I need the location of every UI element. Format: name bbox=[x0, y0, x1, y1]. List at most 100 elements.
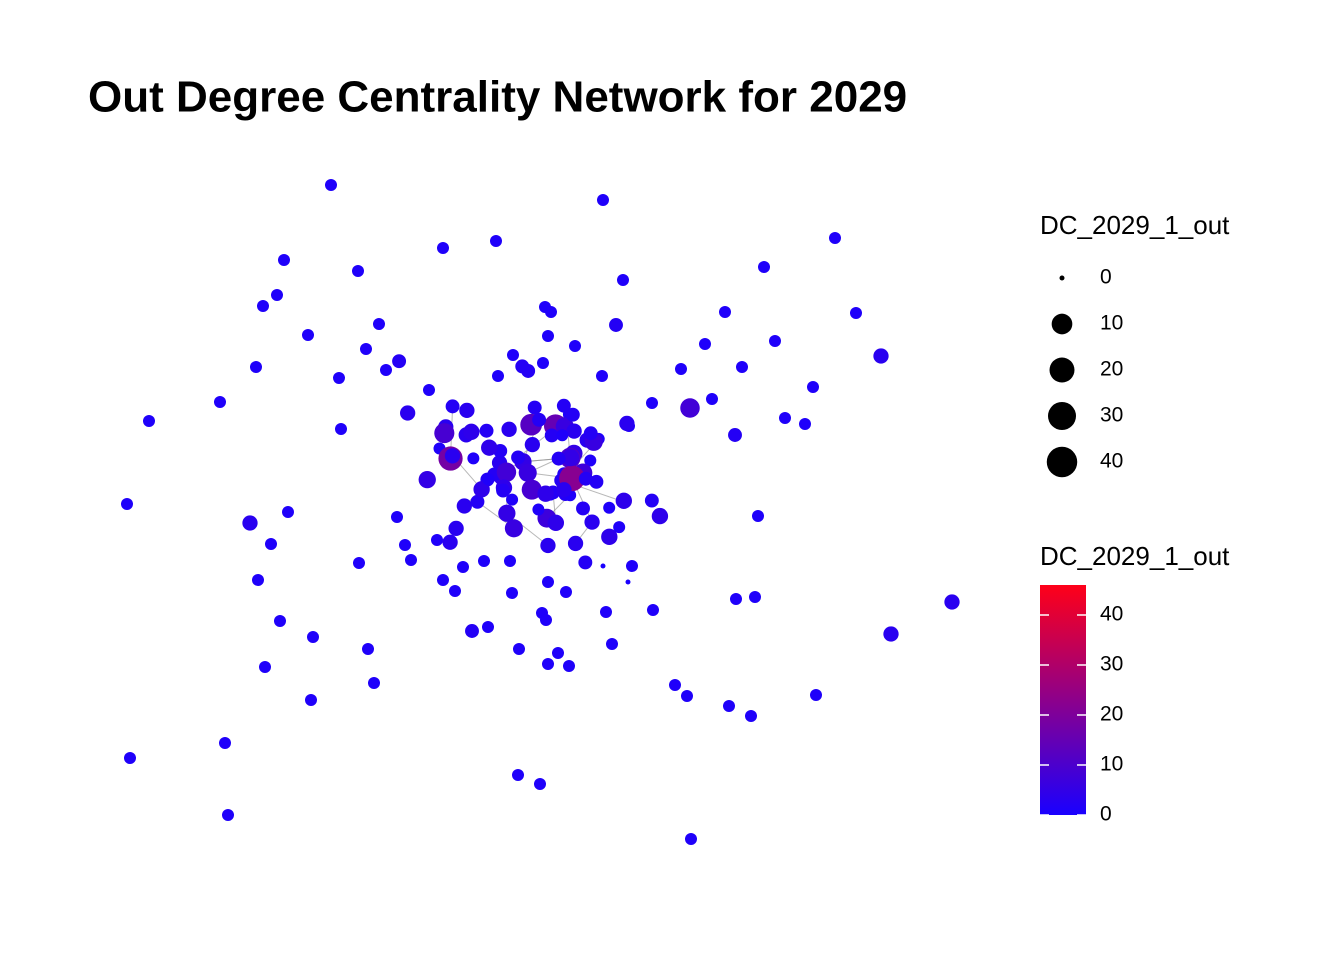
color-legend-label: 0 bbox=[1100, 803, 1112, 826]
size-legend-label: 0 bbox=[1100, 266, 1112, 289]
node bbox=[380, 364, 392, 376]
node bbox=[542, 576, 554, 588]
node bbox=[257, 300, 269, 312]
node bbox=[214, 396, 226, 408]
node bbox=[652, 508, 668, 524]
node bbox=[459, 403, 474, 418]
node bbox=[222, 809, 234, 821]
node bbox=[578, 555, 592, 569]
node bbox=[584, 514, 599, 529]
node bbox=[498, 505, 515, 522]
node bbox=[507, 349, 519, 361]
node bbox=[723, 700, 735, 712]
size-legend-title: DC_2029_1_out bbox=[1040, 210, 1230, 240]
size-legend-key bbox=[1048, 402, 1076, 430]
node bbox=[399, 539, 411, 551]
node bbox=[873, 348, 888, 363]
node bbox=[779, 412, 791, 424]
node bbox=[481, 439, 497, 455]
node bbox=[512, 769, 524, 781]
node bbox=[669, 679, 681, 691]
size-legend-label: 40 bbox=[1100, 450, 1123, 473]
node bbox=[242, 515, 257, 530]
node bbox=[492, 370, 504, 382]
node bbox=[532, 413, 546, 427]
node bbox=[556, 482, 571, 497]
node bbox=[730, 593, 742, 605]
node bbox=[121, 498, 133, 510]
node bbox=[597, 194, 609, 206]
node bbox=[537, 485, 553, 501]
node bbox=[745, 710, 757, 722]
node bbox=[563, 660, 575, 672]
node bbox=[579, 472, 593, 486]
node bbox=[423, 384, 435, 396]
node bbox=[525, 437, 540, 452]
node bbox=[545, 306, 557, 318]
node bbox=[601, 564, 606, 569]
color-legend-label: 30 bbox=[1100, 653, 1123, 676]
node bbox=[699, 338, 711, 350]
node bbox=[566, 423, 581, 438]
node bbox=[449, 585, 461, 597]
node bbox=[685, 833, 697, 845]
node bbox=[556, 429, 568, 441]
node bbox=[540, 614, 552, 626]
node bbox=[335, 423, 347, 435]
node bbox=[576, 502, 590, 516]
color-legend-label: 10 bbox=[1100, 753, 1123, 776]
node bbox=[482, 621, 494, 633]
node bbox=[219, 737, 231, 749]
node bbox=[274, 615, 286, 627]
node bbox=[560, 586, 572, 598]
node bbox=[434, 423, 454, 443]
node bbox=[566, 408, 580, 422]
node bbox=[584, 426, 598, 440]
node bbox=[944, 594, 959, 609]
node bbox=[143, 415, 155, 427]
size-legend-label: 20 bbox=[1100, 358, 1123, 381]
size-legend-key bbox=[1050, 358, 1075, 383]
color-legend-title: DC_2029_1_out bbox=[1040, 541, 1230, 571]
color-legend-label: 20 bbox=[1100, 703, 1123, 726]
node bbox=[482, 474, 494, 486]
node bbox=[719, 306, 731, 318]
node bbox=[497, 462, 516, 481]
node bbox=[478, 555, 490, 567]
node bbox=[613, 521, 625, 533]
node bbox=[749, 591, 761, 603]
node bbox=[829, 232, 841, 244]
node bbox=[752, 510, 764, 522]
node bbox=[810, 689, 822, 701]
node bbox=[799, 418, 811, 430]
node bbox=[368, 677, 380, 689]
node bbox=[646, 397, 658, 409]
color-legend-label: 40 bbox=[1100, 603, 1123, 626]
node bbox=[431, 534, 443, 546]
node bbox=[706, 393, 718, 405]
node bbox=[504, 555, 516, 567]
node bbox=[501, 422, 516, 437]
size-legend-key bbox=[1052, 314, 1073, 335]
node bbox=[437, 242, 449, 254]
node bbox=[333, 372, 345, 384]
node bbox=[480, 424, 494, 438]
node bbox=[519, 464, 537, 482]
node bbox=[850, 307, 862, 319]
node bbox=[490, 235, 502, 247]
node bbox=[465, 624, 479, 638]
node bbox=[619, 416, 634, 431]
node bbox=[736, 361, 748, 373]
node bbox=[675, 363, 687, 375]
node bbox=[728, 428, 742, 442]
node bbox=[540, 538, 555, 553]
node bbox=[681, 690, 693, 702]
node bbox=[528, 401, 542, 415]
node bbox=[252, 574, 264, 586]
node bbox=[124, 752, 136, 764]
node bbox=[680, 398, 699, 417]
nodes bbox=[121, 179, 960, 845]
node bbox=[603, 502, 615, 514]
node bbox=[445, 448, 460, 463]
node bbox=[457, 498, 472, 513]
